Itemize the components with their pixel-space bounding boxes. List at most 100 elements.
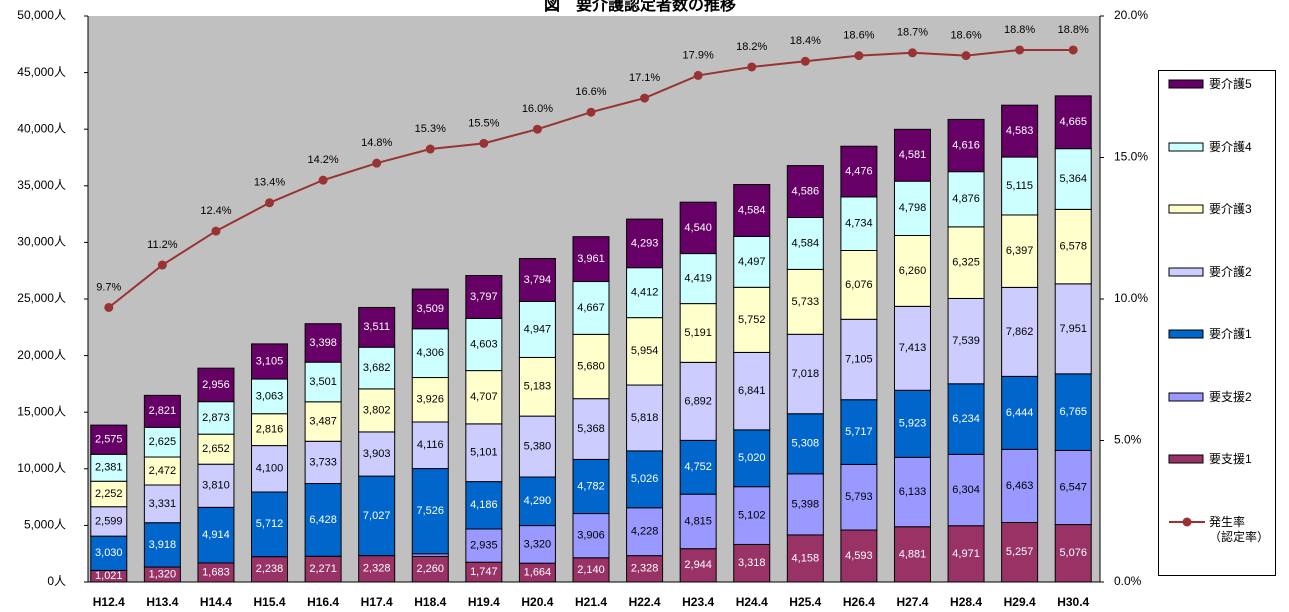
- value-label: 4,707: [470, 391, 498, 403]
- value-label: 5,398: [792, 498, 820, 510]
- y-tick-label: 35,000人: [17, 178, 66, 192]
- bar-segment: [465, 528, 503, 563]
- bar-segment: [197, 367, 235, 403]
- value-label: 5,115: [1006, 180, 1033, 192]
- bar-segment: [90, 424, 128, 455]
- value-label: 4,116: [417, 439, 444, 451]
- rate-point: [747, 62, 757, 72]
- value-label: 1,021: [95, 570, 123, 582]
- legend-item: 要支援2: [1167, 390, 1252, 405]
- legend-label: 要介護4: [1209, 139, 1252, 154]
- value-label: 4,419: [684, 272, 712, 284]
- value-label: 6,428: [309, 514, 337, 526]
- rate-point: [532, 124, 542, 134]
- value-label: 3,318: [738, 557, 766, 569]
- rate-label: 12.4%: [200, 205, 231, 217]
- bar-segment: [679, 201, 717, 255]
- bar-segment: [1054, 148, 1092, 210]
- chart-title: 図 要介護認定者数の推移: [544, 0, 736, 14]
- legend-item: 要介護5: [1167, 77, 1252, 92]
- bar-segment: [358, 475, 396, 557]
- bar-segment: [733, 543, 771, 583]
- bar-segment: [786, 268, 824, 335]
- value-label: 3,906: [577, 530, 605, 542]
- y-tick-label: 20,000人: [17, 348, 66, 362]
- value-label: 3,918: [149, 539, 177, 551]
- bar-segment: [840, 250, 878, 320]
- bar-segment: [197, 506, 235, 564]
- value-label: 5,712: [256, 518, 284, 530]
- bar-segment: [786, 413, 824, 475]
- bar-segment: [786, 333, 824, 415]
- legend-swatch: [1168, 204, 1204, 214]
- value-label: 6,076: [845, 279, 873, 291]
- bar-segment: [786, 473, 824, 536]
- value-label: 4,228: [631, 526, 659, 538]
- bar-segment: [733, 286, 771, 353]
- value-label: 2,472: [149, 465, 177, 477]
- x-tick-label: H27.4: [896, 595, 928, 609]
- value-label: 4,876: [952, 193, 980, 205]
- bar-segment: [358, 388, 396, 433]
- y-tick-label: 0人: [47, 574, 66, 588]
- rate-label: 18.6%: [950, 30, 981, 42]
- value-label: 1,320: [149, 568, 177, 580]
- value-label: 6,133: [899, 486, 927, 498]
- rate-point: [157, 260, 167, 270]
- legend-swatch: [1168, 392, 1204, 401]
- rate-label: 17.9%: [683, 49, 714, 61]
- value-label: 3,797: [470, 291, 498, 303]
- legend-label: 発生率 （認定率）: [1209, 514, 1270, 544]
- bar-segment: [733, 235, 771, 288]
- bar-segment: [893, 526, 931, 583]
- bar-segment: [572, 557, 610, 583]
- x-tick-label: H20.4: [521, 595, 553, 609]
- bar-segment: [90, 506, 128, 537]
- value-label: 3,331: [149, 498, 177, 510]
- bar-segment: [840, 399, 878, 465]
- bar-segment: [1054, 95, 1092, 150]
- rate-point: [318, 175, 328, 185]
- value-label: 5,717: [845, 426, 873, 438]
- value-label: 3,501: [309, 376, 337, 388]
- legend-box: [1168, 204, 1204, 214]
- x-tick-label: H29.4: [1004, 595, 1036, 609]
- rate-point: [425, 144, 435, 154]
- value-label: 7,539: [952, 335, 980, 347]
- value-label: 4,293: [631, 237, 659, 249]
- bar-segment: [947, 297, 985, 385]
- rate-label: 18.7%: [897, 27, 928, 39]
- x-tick-label: H30.4: [1057, 595, 1089, 609]
- rate-label: 17.1%: [629, 72, 660, 84]
- value-label: 2,652: [202, 443, 230, 455]
- bar-segment: [411, 555, 449, 583]
- bar-segment: [679, 548, 717, 583]
- value-label: 3,511: [363, 321, 390, 333]
- bar-segment: [518, 525, 556, 564]
- bar-segment: [893, 305, 931, 391]
- y-tick-label: 40,000人: [17, 121, 66, 135]
- bar-segment: [840, 529, 878, 583]
- bar-segment: [679, 361, 717, 441]
- rate-point: [265, 198, 275, 208]
- rate-point: [104, 302, 114, 312]
- value-label: 5,752: [738, 314, 766, 326]
- bar-segment: [947, 226, 985, 299]
- value-label: 4,186: [470, 499, 498, 511]
- legend: 要介護5 要介護4 要介護3 要介護2 要介護1 要支援2 要支援1 発生率 （認定率）: [1158, 70, 1276, 576]
- value-label: 7,413: [899, 342, 927, 354]
- value-label: 5,818: [631, 412, 659, 424]
- bar-segment: [626, 267, 664, 319]
- bar-segment: [465, 423, 503, 483]
- y-tick-label: 50,000人: [17, 8, 66, 22]
- value-label: 2,238: [256, 563, 284, 575]
- value-label: 5,102: [738, 509, 766, 521]
- legend-swatch: [1168, 79, 1204, 89]
- legend-box: [1168, 142, 1204, 151]
- legend-label: 要支援1: [1209, 452, 1252, 466]
- value-label: 2,956: [202, 379, 230, 391]
- bar-segment: [679, 493, 717, 550]
- bar-segment: [465, 317, 503, 372]
- bar-segment: [1054, 373, 1092, 451]
- value-label: 2,252: [95, 488, 123, 500]
